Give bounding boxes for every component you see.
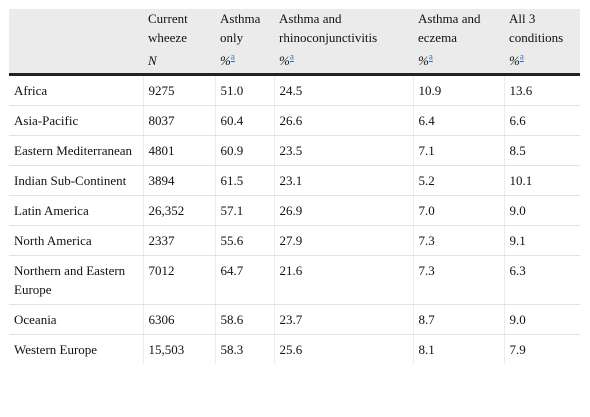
- wheeze-count-cell: 15,503: [143, 334, 216, 364]
- unit-percent: %a: [413, 51, 504, 76]
- table-body: Africa 9275 51.0 24.5 10.9 13.6 Asia-Pacific 80…: [9, 74, 580, 364]
- header-asthma-rhino: Asthma and rhinoconjunctivitis: [274, 9, 413, 51]
- asthma-rhino-cell: 23.1: [274, 165, 414, 196]
- asthma-only-cell: 51.0: [215, 74, 275, 106]
- table-row: Eastern Mediterranean 4801 60.9 23.5 7.1 8.5: [9, 135, 580, 166]
- wheeze-count-cell: 7012: [143, 255, 216, 305]
- asthma-rhino-cell: 26.9: [274, 195, 414, 226]
- all-three-cell: 13.6: [504, 74, 580, 106]
- asthma-eczema-cell: 7.1: [413, 135, 505, 166]
- asthma-only-cell: 64.7: [215, 255, 275, 305]
- unit-label: %: [220, 53, 231, 68]
- footnote-link[interactable]: a: [519, 51, 524, 62]
- unit-label: N: [148, 53, 157, 68]
- asthma-rhino-cell: 25.6: [274, 334, 414, 364]
- asthma-eczema-cell: 8.1: [413, 334, 505, 364]
- prevalence-table-container: Current wheeze Asthma only Asthma and rh…: [9, 9, 580, 364]
- region-cell: Indian Sub-Continent: [9, 165, 144, 196]
- asthma-eczema-cell: 7.3: [413, 225, 505, 256]
- all-three-cell: 6.3: [504, 255, 580, 305]
- asthma-eczema-cell: 8.7: [413, 304, 505, 335]
- asthma-rhino-cell: 23.7: [274, 304, 414, 335]
- region-cell: North America: [9, 225, 144, 256]
- footnote-link[interactable]: a: [289, 51, 294, 62]
- asthma-only-cell: 55.6: [215, 225, 275, 256]
- asthma-eczema-cell: 5.2: [413, 165, 505, 196]
- header-asthma-eczema: Asthma and eczema: [413, 9, 504, 51]
- all-three-cell: 7.9: [509, 342, 526, 357]
- wheeze-count-cell: 6306: [143, 304, 216, 335]
- asthma-rhino-cell: 24.5: [274, 74, 414, 106]
- unit-label: %: [418, 53, 429, 68]
- all-three-cell: 9.0: [504, 195, 580, 226]
- header-region: [9, 9, 143, 51]
- unit-percent: %a: [504, 51, 580, 76]
- prevalence-table: Current wheeze Asthma only Asthma and rh…: [9, 9, 580, 364]
- region-cell: Western Europe: [9, 334, 144, 364]
- footnote-link[interactable]: a: [230, 51, 235, 62]
- wheeze-count-cell: 3894: [143, 165, 216, 196]
- asthma-rhino-cell: 21.6: [274, 255, 414, 305]
- wheeze-count-cell: 9275: [143, 74, 216, 106]
- header-current-wheeze: Current wheeze: [143, 9, 215, 51]
- region-cell: Latin America: [9, 195, 144, 226]
- table-header: Current wheeze Asthma only Asthma and rh…: [9, 9, 580, 76]
- asthma-only-cell: 58.3: [215, 334, 275, 364]
- region-cell: Africa: [9, 74, 144, 106]
- table-row: Oceania 6306 58.6 23.7 8.7 9.0: [9, 304, 580, 335]
- asthma-only-cell: 60.9: [215, 135, 275, 166]
- header-all-three: All 3 conditions: [504, 9, 580, 51]
- table-row: Latin America 26,352 57.1 26.9 7.0 9.0: [9, 195, 580, 226]
- asthma-rhino-cell: 26.6: [274, 105, 414, 136]
- asthma-only-cell: 61.5: [215, 165, 275, 196]
- wheeze-count-cell: 8037: [143, 105, 216, 136]
- region-cell: Northern and Eastern Europe: [9, 255, 144, 305]
- wheeze-count-cell: 2337: [143, 225, 216, 256]
- asthma-only-cell: 57.1: [215, 195, 275, 226]
- all-three-cell: 10.1: [504, 165, 580, 196]
- region-cell: Eastern Mediterranean: [9, 135, 144, 166]
- unit-label: %: [279, 53, 290, 68]
- table-row: Northern and Eastern Europe 7012 64.7 21.6 7…: [9, 255, 580, 305]
- all-three-cell: 9.1: [504, 225, 580, 256]
- unit-label: %: [509, 53, 520, 68]
- asthma-eczema-cell: 6.4: [413, 105, 505, 136]
- all-three-cell: 9.0: [504, 304, 580, 335]
- asthma-only-cell: 58.6: [215, 304, 275, 335]
- region-cell: Oceania: [9, 304, 144, 335]
- asthma-eczema-cell: 10.9: [413, 74, 505, 106]
- region-cell: Asia-Pacific: [9, 105, 144, 136]
- table-row: Asia-Pacific 8037 60.4 26.6 6.4 6.6: [9, 105, 580, 136]
- table-row: Africa 9275 51.0 24.5 10.9 13.6: [9, 74, 580, 106]
- unit-n: N: [143, 51, 215, 76]
- wheeze-count-cell: 26,352: [143, 195, 216, 226]
- asthma-only-cell: 60.4: [215, 105, 275, 136]
- all-three-cell: 6.6: [504, 105, 580, 136]
- table-row: Western Europe 15,503 58.3 25.6 8.1 7.9: [9, 334, 580, 364]
- asthma-eczema-cell: 7.0: [413, 195, 505, 226]
- asthma-rhino-cell: 27.9: [274, 225, 414, 256]
- wheeze-count-cell: 4801: [143, 135, 216, 166]
- unit-region: [9, 51, 143, 76]
- footnote-link[interactable]: a: [428, 51, 433, 62]
- unit-percent: %a: [274, 51, 413, 76]
- all-three-cell: 8.5: [504, 135, 580, 166]
- table-row: North America 2337 55.6 27.9 7.3 9.1: [9, 225, 580, 256]
- header-asthma-only: Asthma only: [215, 9, 274, 51]
- asthma-eczema-cell: 7.3: [413, 255, 505, 305]
- asthma-rhino-cell: 23.5: [274, 135, 414, 166]
- unit-percent: %a: [215, 51, 274, 76]
- table-row: Indian Sub-Continent 3894 61.5 23.1 5.2 10.1: [9, 165, 580, 196]
